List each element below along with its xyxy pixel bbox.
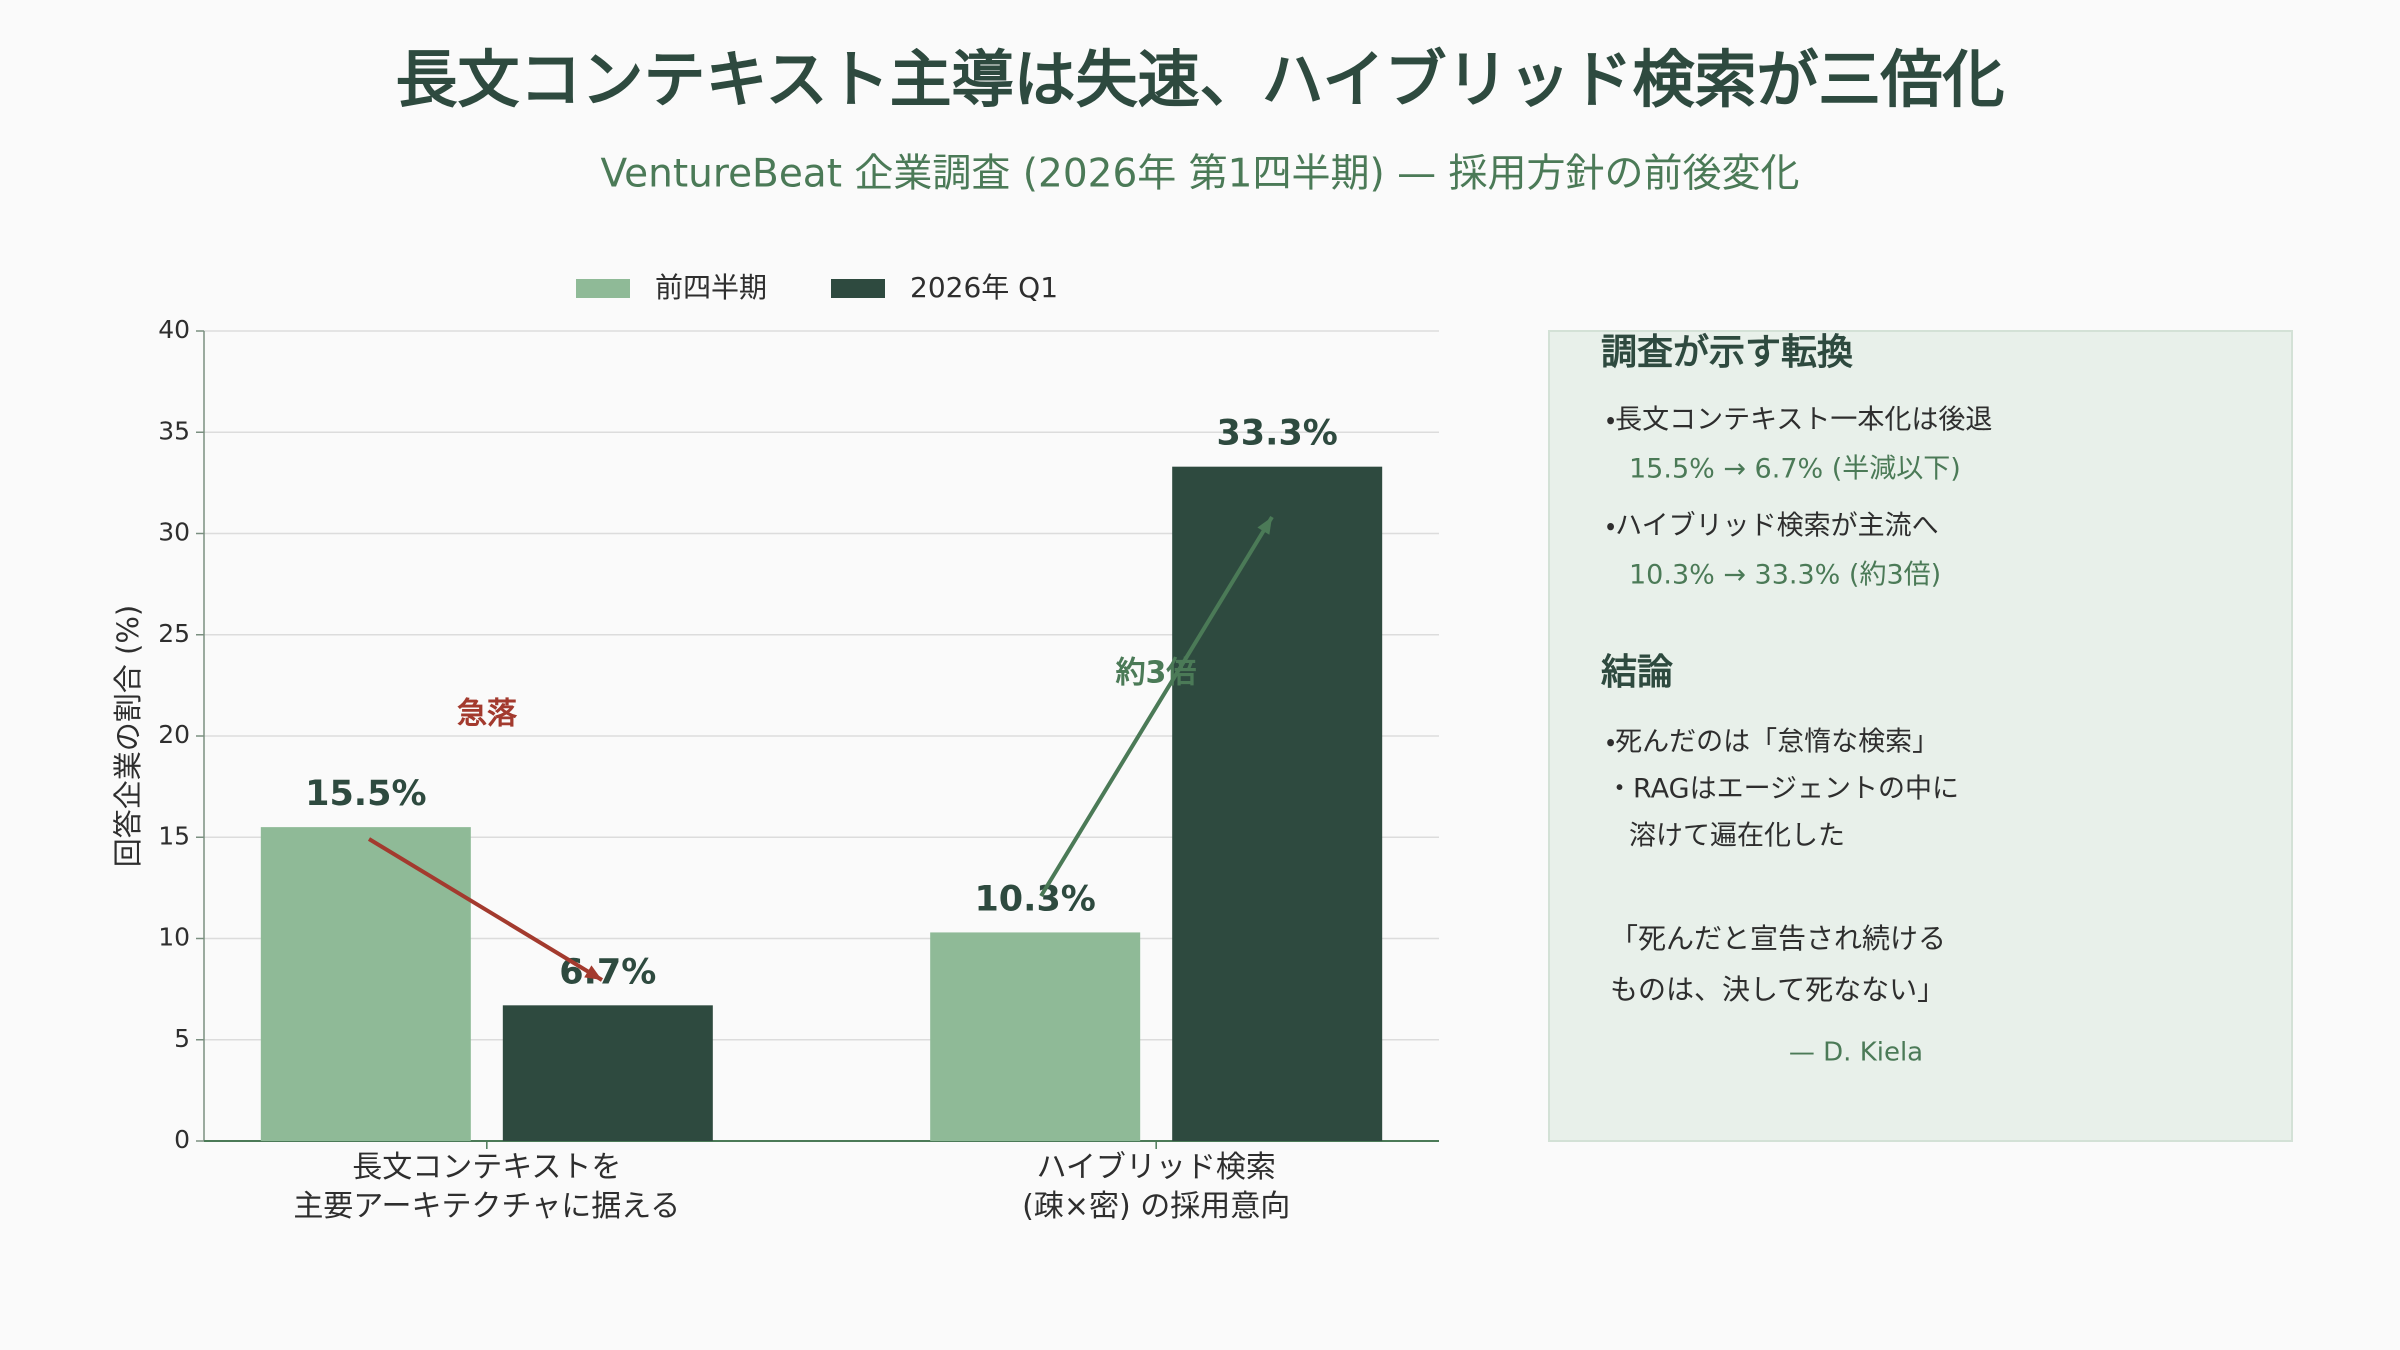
annotation-arrowhead — [584, 965, 602, 980]
quote-author: — D. Kiela — [1789, 1038, 1923, 1068]
value-label: 15.5% — [305, 774, 426, 814]
y-tick-label: 5 — [174, 1024, 190, 1053]
x-tick-label: 長文コンテキストを主要アーキテクチャに据える — [293, 1150, 680, 1224]
annotation-arrow — [1039, 515, 1274, 898]
legend-label: 前四半期 — [655, 271, 767, 304]
bar — [502, 1005, 713, 1141]
bar — [260, 827, 471, 1141]
x-tick-label: ハイブリッド検索(疎×密) の採用意向 — [1022, 1150, 1290, 1224]
panel-item-detail: 溶けて遍在化した — [1629, 821, 1845, 852]
y-axis-label: 回答企業の割合 (%) — [111, 605, 145, 867]
panel-item-detail: 10.3% → 33.3% (約3倍) — [1629, 560, 1941, 591]
value-label: 33.3% — [1216, 414, 1337, 454]
annotation-label: 急落 — [457, 697, 518, 732]
y-tick-label: 10 — [158, 923, 190, 952]
chart-title: 長文コンテキスト主導は失速、ハイブリッド検索が三倍化 — [396, 43, 2005, 116]
y-tick-label: 15 — [158, 821, 190, 850]
legend-label: 2026年 Q1 — [910, 271, 1058, 304]
chart-subtitle: VentureBeat 企業調査 (2026年 第1四半期) — 採用方針の前後… — [601, 152, 1800, 197]
annotation-label: 約3倍 — [1116, 656, 1197, 691]
y-tick-label: 30 — [158, 518, 190, 547]
panel-item-detail: 15.5% → 6.7% (半減以下) — [1629, 454, 1961, 485]
panel-item: ・死んだのは「怠惰な検索」 — [1606, 727, 1939, 758]
legend-swatch — [831, 279, 885, 298]
panel-heading: 結論 — [1601, 652, 1673, 693]
y-tick-label: 35 — [158, 416, 190, 445]
quote-line: 「死んだと宣告され続ける — [1610, 922, 1946, 955]
value-label: 10.3% — [974, 879, 1095, 919]
quote-line: ものは、決して死なない」 — [1610, 973, 1945, 1006]
panel-item: ・長文コンテキスト一本化は後退 — [1606, 405, 1992, 436]
legend-swatch — [576, 279, 630, 298]
y-tick-label: 20 — [158, 720, 190, 749]
y-tick-label: 40 — [158, 315, 190, 344]
y-tick-label: 25 — [158, 619, 190, 648]
y-tick-label: 0 — [174, 1125, 190, 1154]
panel-heading: 調査が示す転換 — [1601, 332, 1853, 373]
value-label: 6.7% — [559, 952, 656, 992]
annotation-arrowhead — [1257, 517, 1272, 535]
annotation-arrow — [367, 837, 604, 982]
panel-item: ・RAGはエージェントの中に — [1606, 774, 1959, 805]
bar — [1172, 466, 1383, 1141]
side-panel — [1548, 330, 2293, 1142]
bar — [930, 932, 1141, 1141]
panel-item: ・ハイブリッド検索が主流へ — [1606, 511, 1939, 542]
